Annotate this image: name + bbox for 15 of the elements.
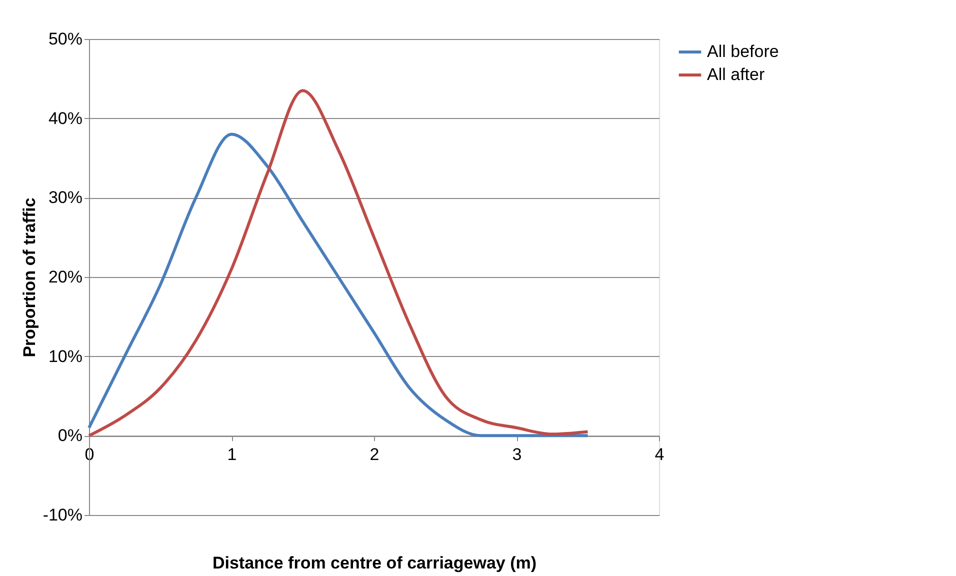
x-tick-label: 1 <box>227 445 237 464</box>
y-tick-label: 50% <box>48 30 82 48</box>
y-axis-title: Proportion of traffic <box>20 198 39 358</box>
x-axis-title: Distance from centre of carriageway (m) <box>212 554 537 572</box>
legend-label: All after <box>707 65 765 84</box>
y-tick-label: 0% <box>58 426 82 446</box>
y-tick-label: 30% <box>48 188 82 208</box>
y-tick-label: 10% <box>48 346 82 366</box>
y-tick-label: 20% <box>48 268 82 286</box>
legend-label: All before <box>707 42 779 61</box>
x-tick-label: 2 <box>370 445 380 464</box>
y-tick-label: -10% <box>42 506 82 524</box>
y-tick-label: 40% <box>48 108 82 128</box>
x-tick-label: 3 <box>512 445 522 464</box>
x-tick-label: 4 <box>654 445 664 464</box>
